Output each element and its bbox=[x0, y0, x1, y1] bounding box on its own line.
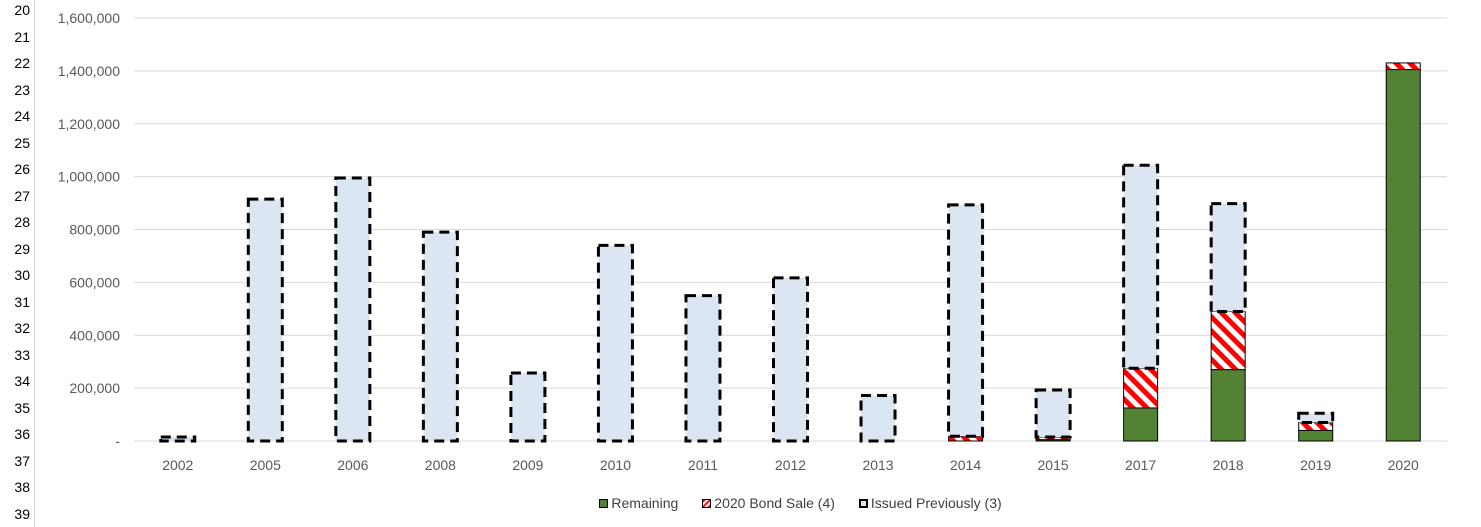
legend-item-bond-sale: 2020 Bond Sale (4) bbox=[702, 495, 835, 511]
row-number-gutter: 20 21 22 23 24 25 26 27 28 29 30 31 32 33 34 35 36 37 38 39 bbox=[0, 0, 35, 527]
bar-issued-previously bbox=[159, 435, 197, 443]
x-tick-label: 2002 bbox=[162, 457, 193, 473]
row-number: 34 bbox=[14, 373, 30, 389]
bar-issued-previously bbox=[859, 394, 897, 443]
legend-item-issued-previously: Issued Previously (3) bbox=[858, 495, 1002, 511]
x-tick-label: 2006 bbox=[337, 457, 368, 473]
bar-issued-previously bbox=[246, 197, 284, 443]
x-tick-label: 2008 bbox=[425, 457, 456, 473]
bar-issued-previously bbox=[509, 371, 547, 443]
legend-item-remaining: Remaining bbox=[599, 495, 678, 511]
row-number: 30 bbox=[14, 267, 30, 283]
x-tick-label: 2011 bbox=[688, 457, 718, 473]
row-number: 36 bbox=[14, 426, 30, 442]
row-number: 38 bbox=[14, 479, 30, 495]
bar-issued-previously bbox=[1297, 411, 1335, 424]
bar-remaining bbox=[1385, 69, 1421, 442]
tick-labels: - 200,000 400,000 600,000 800,000 1,000,000 1,… bbox=[58, 10, 1419, 473]
row-number: 31 bbox=[14, 293, 30, 310]
bar-issued-previously bbox=[1209, 202, 1247, 313]
x-tick-label: 2015 bbox=[1038, 457, 1069, 473]
x-tick-label: 2018 bbox=[1213, 457, 1244, 473]
row-number: 21 bbox=[14, 28, 30, 45]
bar-issued-previously bbox=[772, 276, 809, 443]
y-tick-label: 800,000 bbox=[69, 222, 120, 238]
row-number: 27 bbox=[14, 187, 30, 204]
row-number: 33 bbox=[14, 346, 30, 363]
y-tick-label: 1,200,000 bbox=[58, 116, 120, 132]
legend-swatch-remaining bbox=[599, 498, 609, 508]
row-number: 28 bbox=[14, 214, 30, 230]
row-number: 37 bbox=[14, 452, 30, 469]
y-tick-label: 400,000 bbox=[69, 327, 120, 343]
bar-bond-sale bbox=[1123, 367, 1159, 409]
x-tick-label: 2009 bbox=[512, 457, 543, 473]
bar-issued-previously bbox=[684, 294, 722, 443]
legend: Remaining 2020 Bond Sale (4) Issued Prev… bbox=[0, 494, 1481, 512]
y-tick-label: 1,400,000 bbox=[58, 63, 120, 79]
y-tick-label: 200,000 bbox=[69, 380, 120, 396]
y-tick-label: 1,000,000 bbox=[58, 169, 120, 185]
bar-issued-previously bbox=[1034, 388, 1072, 439]
row-number: 24 bbox=[14, 108, 30, 124]
legend-label-issued-previously: Issued Previously (3) bbox=[870, 495, 1002, 511]
row-number: 23 bbox=[14, 81, 30, 98]
row-number: 22 bbox=[14, 55, 30, 71]
row-number: 25 bbox=[14, 134, 30, 151]
bar-bond-sale bbox=[1385, 62, 1421, 71]
row-number: 20 bbox=[14, 2, 30, 18]
y-tick-label: 1,600,000 bbox=[58, 10, 120, 26]
row-number: 35 bbox=[14, 399, 30, 416]
bar-issued-previously bbox=[947, 203, 985, 438]
bar-remaining bbox=[1210, 369, 1246, 442]
x-tick-label: 2020 bbox=[1388, 457, 1419, 473]
y-tick-label: - bbox=[115, 433, 120, 449]
legend-label-remaining: Remaining bbox=[611, 495, 679, 511]
x-tick-label: 2013 bbox=[862, 457, 893, 473]
x-tick-label: 2012 bbox=[775, 457, 806, 473]
legend-swatch-bond-sale bbox=[702, 498, 712, 508]
row-number: 29 bbox=[14, 240, 30, 257]
bar-bond-sale bbox=[1210, 310, 1246, 371]
x-tick-label: 2005 bbox=[250, 457, 281, 473]
bar-issued-previously bbox=[421, 230, 459, 443]
bar-remaining bbox=[1298, 429, 1334, 442]
x-tick-label: 2019 bbox=[1300, 457, 1331, 473]
x-tick-label: 2014 bbox=[950, 457, 981, 473]
x-tick-label: 2017 bbox=[1125, 457, 1156, 473]
row-number: 32 bbox=[14, 320, 30, 336]
row-number: 26 bbox=[14, 161, 30, 177]
bar-remaining bbox=[1123, 407, 1159, 442]
x-tick-label: 2010 bbox=[600, 457, 631, 473]
y-tick-label: 600,000 bbox=[69, 274, 120, 290]
bar-issued-previously bbox=[334, 176, 372, 443]
legend-swatch-issued-previously bbox=[858, 498, 868, 508]
bar-issued-previously bbox=[1122, 163, 1160, 370]
bar-issued-previously bbox=[596, 243, 634, 443]
row-number: 39 bbox=[14, 505, 30, 522]
bars bbox=[159, 62, 1421, 443]
legend-label-bond-sale: 2020 Bond Sale (4) bbox=[714, 495, 835, 511]
